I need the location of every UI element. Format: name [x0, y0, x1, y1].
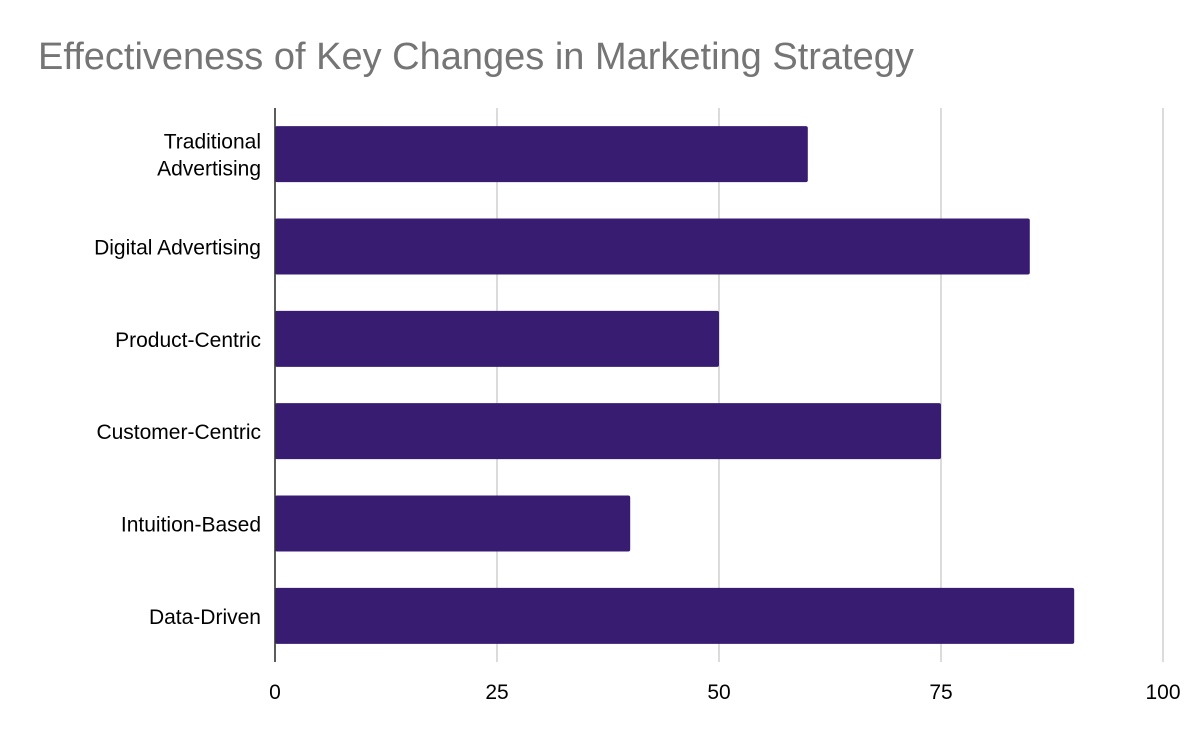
x-tick-label: 100 [1145, 681, 1180, 704]
category-label: Traditional Advertising [157, 131, 261, 181]
x-tick-label: 50 [707, 681, 730, 704]
bar-2 [275, 310, 719, 367]
bar-4 [275, 495, 631, 552]
bar-5 [275, 587, 1075, 644]
bar-1 [275, 218, 1030, 275]
category-label: Intuition-Based [121, 514, 261, 537]
bars [275, 126, 1075, 644]
category-label: Customer-Centric [96, 421, 261, 444]
bar-3 [275, 403, 941, 460]
chart-title: Effectiveness of Key Changes in Marketin… [38, 36, 914, 78]
category-label: Data-Driven [149, 606, 261, 629]
bar-0 [275, 126, 808, 183]
x-tick-label: 25 [485, 681, 508, 704]
x-tick-label: 0 [269, 681, 281, 704]
category-label: Digital Advertising [94, 237, 261, 260]
y-axis-category-labels: Traditional Advertising Digital Advertisin… [94, 131, 261, 629]
category-label: Product-Centric [115, 329, 261, 352]
grid-lines [496, 108, 1164, 662]
x-axis-tick-labels: 0 25 50 75 100 [269, 681, 1180, 704]
x-tick-label: 75 [929, 681, 952, 704]
